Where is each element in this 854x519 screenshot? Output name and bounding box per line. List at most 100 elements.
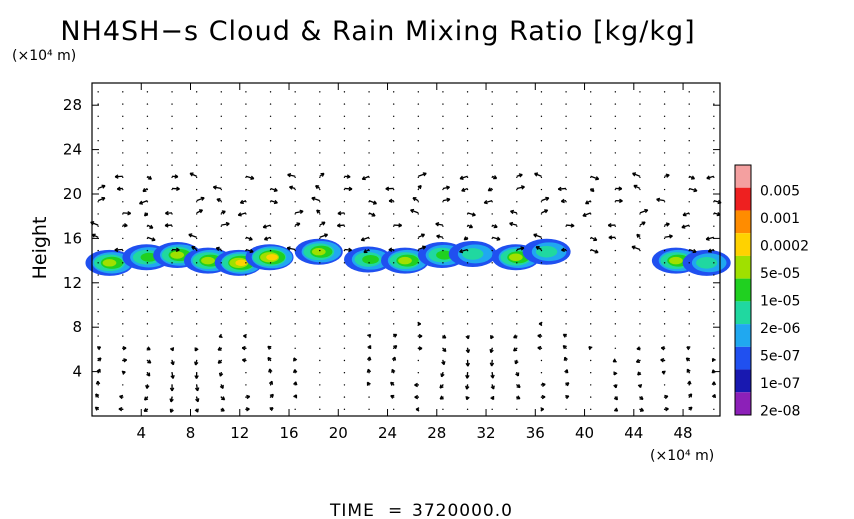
grid-dot [442,298,444,301]
grid-dot [392,408,395,411]
wind-vector [639,221,646,226]
grid-dot [688,103,690,105]
wind-vector [415,407,420,412]
wind-vector [147,175,152,180]
grid-dot [171,152,173,154]
wind-vector [217,346,222,351]
grid-dot [417,298,420,301]
wind-vector [119,394,124,400]
wind-vector [295,209,304,215]
grid-dot [540,91,543,93]
wind-vector [293,357,298,362]
grid-dot [122,274,124,276]
grid-dot [245,310,247,313]
grid-dot [122,103,124,105]
grid-dot [319,274,321,276]
grid-dot [122,249,124,252]
grid-dot [565,274,567,276]
x-axis-unit: (×10⁴ m) [650,448,714,464]
grid-dot [639,103,641,105]
grid-dot [516,298,518,301]
grid-dot [417,127,420,130]
wind-vector [516,173,523,178]
wind-vector [412,197,419,202]
grid-dot [195,164,198,166]
grid-dot [269,286,272,288]
cloud-cell [381,247,429,274]
grid-dot [713,103,715,105]
grid-dot [614,152,617,154]
wind-vector [686,346,691,351]
grid-dot [319,164,321,166]
grid-dot [146,115,149,118]
wind-vector [289,185,296,190]
grid-dot [195,115,198,118]
grid-dot [417,359,420,362]
grid-dot [663,323,666,325]
grid-dot [639,286,641,288]
x-tick-label: 48 [674,424,693,442]
grid-dot [688,310,690,313]
grid-dot [417,91,420,93]
grid-dot [220,152,222,154]
grid-dot [565,140,567,142]
grid-dot [516,237,518,240]
wind-vector [564,369,569,374]
wind-vector [706,175,715,180]
wind-vector [245,248,254,254]
wind-vector [467,212,476,217]
grid-dot [220,237,222,240]
grid-dot [565,164,567,166]
grid-dot [171,225,173,227]
colorbar-swatch [735,301,751,325]
wind-vector [196,196,205,202]
wind-vector [465,396,470,401]
grid-dot [713,408,715,411]
grid-dot [614,249,617,252]
grid-dot [294,237,296,240]
wind-vector [516,185,525,190]
grid-dot [417,176,420,179]
grid-dot [688,127,690,130]
plot-frame [91,82,721,417]
grid-dot [590,384,592,386]
wind-vector [368,200,377,205]
wind-vector [138,200,148,205]
wind-vector [169,408,174,413]
grid-dot [516,323,518,325]
grid-dot [97,115,99,118]
grid-dot [639,323,641,325]
grid-dot [639,298,641,301]
grid-dot [343,262,346,264]
grid-dot [466,152,469,154]
wind-vector [636,233,641,238]
grid-dot [97,213,99,215]
grid-dot [491,103,493,105]
wind-vector [492,236,501,241]
wind-vector [169,384,175,392]
grid-dot [368,225,370,227]
grid-dot [122,91,124,93]
grid-dot [97,298,99,301]
wind-vector [221,210,226,215]
grid-dot [245,262,247,264]
wind-vector [344,247,352,253]
grid-dot [294,188,296,191]
wind-vector [615,186,623,191]
grid-dot [368,164,370,166]
wind-vector [613,407,619,412]
grid-dot [442,152,444,154]
grid-dot [245,286,247,288]
grid-dot [195,188,198,191]
grid-dot [442,164,444,166]
wind-vector [711,357,716,362]
grid-dot [171,335,173,337]
wind-vector [513,347,518,352]
grid-dot [146,91,149,93]
grid-dot [122,237,124,240]
grid-dot [343,323,346,325]
x-tick-label: 32 [476,424,495,442]
grid-dot [491,164,493,166]
wind-vector [269,407,274,412]
grid-dot [516,201,518,203]
